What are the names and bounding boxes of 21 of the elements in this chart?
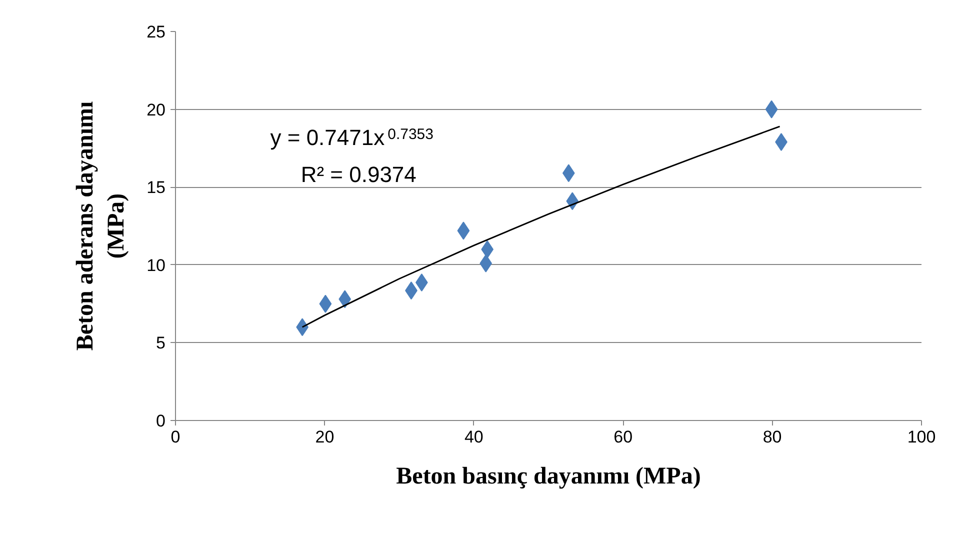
point	[562, 164, 575, 182]
x-axis-title: Beton basınç dayanımı (MPa)	[396, 464, 701, 490]
y-tick-label: 5	[156, 334, 166, 353]
y-axis-title: Beton aderans dayanımı (MPa)	[72, 100, 130, 351]
annotation: R² = 0.9374	[300, 162, 416, 188]
point	[765, 100, 778, 118]
point	[457, 222, 470, 240]
x-tick-label: 60	[614, 428, 633, 446]
point	[480, 254, 492, 272]
point	[319, 294, 332, 313]
y-tick-label: 25	[146, 22, 166, 42]
y-tick-label: 15	[146, 178, 166, 198]
x-tick-label: 20	[315, 428, 334, 446]
x-tick-label: 80	[762, 428, 782, 446]
point	[338, 290, 352, 308]
x-tick-label: 40	[464, 428, 484, 446]
x-tick-label: 100	[907, 428, 936, 446]
y-tick-label: 0	[156, 412, 166, 430]
x-tick-label: 0	[170, 428, 180, 446]
y-tick-label: 10	[146, 256, 166, 275]
y-tick-label: 20	[146, 100, 166, 120]
